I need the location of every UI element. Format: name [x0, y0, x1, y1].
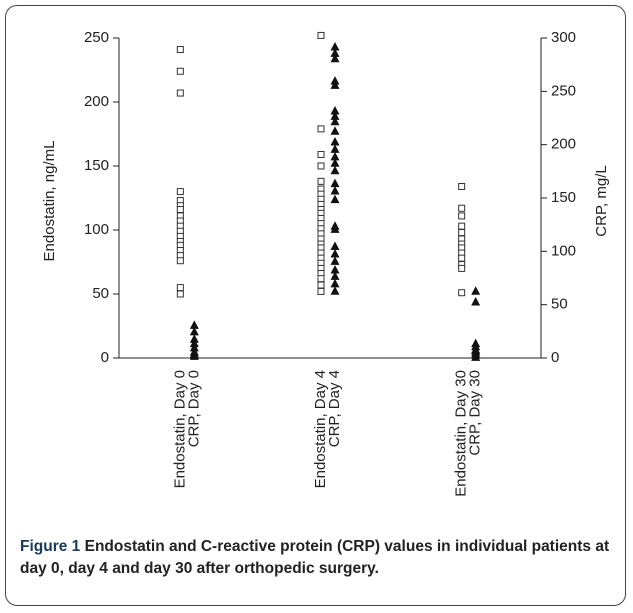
x-tick-label: Endostatin, Day 0 [171, 370, 188, 488]
triangle-point [330, 126, 340, 135]
triangle-point [330, 194, 340, 204]
caption-text: Endostatin and C-reactive protein (CRP) … [20, 538, 610, 577]
square-point [317, 281, 325, 289]
triangle-point [330, 256, 340, 265]
triangle-point [189, 338, 199, 348]
triangle-point [330, 111, 340, 120]
triangle-point [330, 106, 340, 115]
square-point [458, 212, 466, 220]
square-point [458, 289, 466, 297]
triangle-point [471, 286, 481, 295]
y2-tick-label: 100 [551, 242, 576, 259]
triangle-point [330, 42, 340, 51]
triangle-point [189, 334, 199, 343]
x-tick-label: CRP, Day 4 [326, 370, 343, 447]
y-tick-label: 200 [84, 93, 109, 110]
y2-tick-label: 300 [551, 29, 576, 46]
triangle-point [330, 186, 340, 195]
caption-label: Figure 1 [20, 538, 81, 555]
figure: Endostatin, ng/mL CRP, mg/L 0 50 100 150 200… [5, 5, 626, 606]
square-point [176, 89, 184, 97]
triangle-point [330, 53, 340, 63]
square-point [176, 67, 184, 75]
square-point [458, 222, 466, 230]
triangle-point [189, 351, 199, 360]
square-point [458, 264, 466, 272]
square-point [317, 150, 325, 158]
y2-axis-title: CRP, mg/L [593, 165, 610, 236]
triangle-point [330, 178, 340, 188]
triangle-point [330, 224, 340, 233]
triangle-point [330, 136, 340, 146]
square-point [458, 182, 466, 190]
y-tick-label: 100 [84, 221, 109, 238]
triangle-point [330, 116, 340, 126]
triangle-point [330, 158, 340, 167]
triangle-point [189, 320, 199, 329]
chart: Endostatin, ng/mL CRP, mg/L 0 50 100 150 200… [41, 29, 610, 497]
y2-tick-label: 250 [551, 82, 576, 99]
square-point [458, 204, 466, 212]
triangle-point [330, 278, 340, 288]
triangle-point [471, 296, 481, 306]
square-point [317, 125, 325, 133]
square-point [317, 177, 325, 185]
square-point [176, 188, 184, 196]
y2-tick-label: 0 [551, 349, 559, 366]
triangle-point [330, 241, 340, 250]
square-point [458, 229, 466, 237]
y-axis-title: Endostatin, ng/mL [41, 141, 58, 262]
triangle-point [330, 80, 340, 89]
triangle-point [330, 165, 340, 175]
square-point [176, 206, 184, 214]
triangle-point [330, 248, 340, 258]
square-point [317, 275, 325, 283]
y2-tick-label: 50 [551, 296, 568, 313]
x-tick-label: CRP, Day 30 [467, 370, 484, 456]
square-point [176, 284, 184, 292]
square-point [317, 287, 325, 295]
triangle-point [189, 342, 199, 352]
square-point [317, 162, 325, 170]
square-point [176, 46, 184, 54]
triangle-point [330, 48, 340, 57]
x-tick-label: CRP, Day 0 [185, 370, 202, 447]
caption: Figure 1 Endostatin and C-reactive prote… [20, 536, 616, 580]
y-tick-label: 150 [84, 157, 109, 174]
square-point [458, 254, 466, 262]
y2-tick-label: 200 [551, 136, 576, 153]
triangle-point [330, 76, 340, 85]
square-point [176, 290, 184, 298]
triangle-point [330, 271, 340, 280]
triangle-point [330, 151, 340, 161]
triangle-point [330, 286, 340, 295]
triangle-point [471, 352, 481, 361]
x-tick-label: Endostatin, Day 30 [453, 370, 470, 497]
y-tick-label: 50 [92, 285, 109, 302]
triangle-point [330, 264, 340, 274]
triangle-point [330, 144, 340, 153]
y-tick-label: 0 [101, 349, 109, 366]
x-tick-label: Endostatin, Day 4 [312, 370, 329, 488]
square-point [176, 257, 184, 265]
y-tick-label: 250 [84, 29, 109, 46]
triangle-point [189, 326, 199, 336]
y2-tick-label: 150 [551, 189, 576, 206]
square-point [317, 31, 325, 39]
